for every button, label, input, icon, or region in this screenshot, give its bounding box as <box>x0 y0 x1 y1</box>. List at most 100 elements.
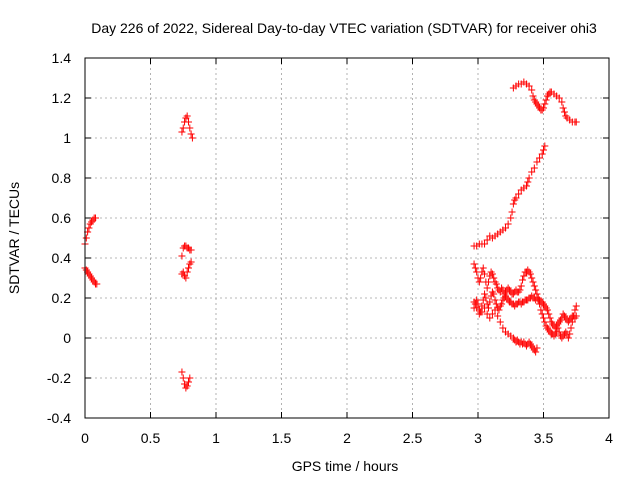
data-point <box>488 270 496 278</box>
data-point <box>478 308 486 316</box>
y-tick-label: 1 <box>63 130 71 146</box>
data-point <box>543 306 551 314</box>
data-point <box>541 142 549 150</box>
series-sat-c-rise <box>470 142 549 250</box>
data-point <box>560 108 568 116</box>
data-point <box>572 302 580 310</box>
data-point <box>481 270 489 278</box>
data-point <box>525 82 533 90</box>
data-point <box>519 276 527 284</box>
data-point <box>183 268 191 276</box>
data-point <box>512 194 520 202</box>
plot-frame <box>84 57 610 419</box>
data-point <box>555 328 563 336</box>
data-point <box>475 278 483 286</box>
data-point <box>492 280 500 288</box>
y-tick-label: 0.8 <box>52 170 72 186</box>
data-point <box>540 146 547 154</box>
y-tick-label: 0.6 <box>52 210 72 226</box>
data-point <box>488 310 496 318</box>
data-point <box>471 264 479 272</box>
data-point <box>517 282 525 290</box>
data-point <box>182 274 190 282</box>
data-point <box>186 374 194 382</box>
data-point <box>538 310 546 318</box>
data-point <box>522 182 530 190</box>
data-points <box>81 78 580 392</box>
series-sat-c-arc <box>509 78 580 126</box>
data-point <box>540 104 547 112</box>
data-point <box>187 130 195 138</box>
data-point <box>481 240 489 248</box>
series-sat-e <box>470 288 580 332</box>
series-sat-b-low <box>178 258 195 282</box>
data-point <box>537 306 545 314</box>
data-point <box>82 234 90 242</box>
data-point <box>178 252 186 260</box>
data-point <box>179 374 187 382</box>
data-point <box>528 274 536 282</box>
data-point <box>529 278 537 286</box>
data-point <box>184 264 192 272</box>
data-point <box>491 306 499 314</box>
chart-title: Day 226 of 2022, Sidereal Day-to-day VTE… <box>91 20 597 36</box>
data-point <box>566 330 574 338</box>
data-point <box>509 200 517 208</box>
data-point <box>504 220 512 228</box>
data-point <box>474 300 482 308</box>
data-point <box>178 368 186 376</box>
data-point <box>532 286 540 294</box>
x-tick-label: 4 <box>605 430 613 446</box>
data-point <box>545 310 553 318</box>
y-tick-label: 0 <box>63 330 71 346</box>
data-point <box>91 214 99 222</box>
data-point <box>486 314 494 322</box>
data-point <box>482 294 490 302</box>
data-point <box>572 118 580 126</box>
x-tick-label: 0.5 <box>141 430 161 446</box>
data-point <box>528 168 536 176</box>
data-point <box>186 124 194 132</box>
data-point <box>494 312 502 320</box>
data-point <box>183 112 191 120</box>
data-point <box>538 150 546 158</box>
data-point <box>529 92 537 100</box>
data-point <box>499 324 507 332</box>
data-point <box>508 208 516 216</box>
data-point <box>516 286 524 294</box>
data-point <box>540 314 547 322</box>
x-tick-label: 1.5 <box>272 430 292 446</box>
y-tick-label: 1.2 <box>52 90 72 106</box>
data-point <box>530 164 538 172</box>
data-point <box>479 264 487 272</box>
data-point <box>491 296 499 304</box>
data-point <box>496 318 504 326</box>
data-point <box>558 98 566 106</box>
data-point <box>542 96 550 104</box>
data-point <box>502 224 510 232</box>
data-point <box>541 100 549 108</box>
data-point <box>559 104 567 112</box>
data-point <box>187 246 195 254</box>
data-point <box>184 378 192 386</box>
y-tick-label: 0.4 <box>52 250 72 266</box>
x-tick-label: 3.5 <box>534 430 554 446</box>
series-sat-b-top <box>178 112 196 142</box>
data-point <box>93 280 101 288</box>
data-point <box>533 344 541 352</box>
data-point <box>564 334 572 342</box>
x-tick-label: 1 <box>212 430 220 446</box>
data-point <box>484 278 492 286</box>
data-point <box>515 190 523 198</box>
data-point <box>536 154 544 162</box>
data-point <box>481 304 489 312</box>
data-point <box>526 270 534 278</box>
x-tick-label: 2.5 <box>403 430 423 446</box>
series-sat-b-neg <box>178 368 194 392</box>
data-point <box>555 94 563 102</box>
tick-labels: 0 0.5 1 1.5 2 2.5 3 3.5 4 -0.4 -0.2 0 0.2 0.4 0.6 0.8 1 1… <box>47 50 613 446</box>
data-point <box>483 236 491 244</box>
series-sat-b-mid <box>178 242 195 260</box>
data-point <box>498 300 506 308</box>
data-point <box>470 260 478 268</box>
